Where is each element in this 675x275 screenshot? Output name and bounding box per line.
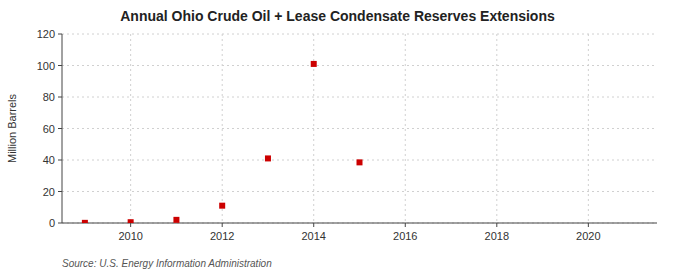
point <box>265 155 271 161</box>
point <box>128 219 134 223</box>
x-tick <box>313 223 314 227</box>
y-tick-label: 80 <box>43 91 55 103</box>
x-tick <box>222 223 223 227</box>
point <box>173 217 179 223</box>
x-tick-label: 2016 <box>393 230 417 242</box>
source-note: Source: U.S. Energy Information Administ… <box>62 258 272 269</box>
grid <box>62 34 657 223</box>
x-tick-label: 2014 <box>301 230 325 242</box>
title: Annual Ohio Crude Oil + Lease Condensate… <box>120 8 555 24</box>
y-tick-label: 60 <box>43 123 55 135</box>
y-tick <box>58 34 62 35</box>
y-tick <box>58 223 62 224</box>
grid-line-y <box>62 191 657 192</box>
x-tick <box>130 223 131 227</box>
y-tick <box>58 97 62 98</box>
grid-line-x <box>588 34 589 223</box>
axes: 2010 2012 2014 2016 2018 2020 0 20 40 60 80 100 120 <box>37 28 601 242</box>
x-tick-label: 2018 <box>485 230 509 242</box>
grid-line-y <box>62 34 657 35</box>
point <box>311 61 317 67</box>
x-tick-label: 2010 <box>118 230 142 242</box>
y-axis-label: Million Barrels <box>6 93 18 163</box>
chart: 2010 2012 2014 2016 2018 2020 0 20 40 60 80 100 120 M… <box>0 0 675 275</box>
y-tick-label: 100 <box>37 60 55 72</box>
y-tick <box>58 128 62 129</box>
point <box>82 220 88 223</box>
x-tick <box>405 223 406 227</box>
y-tick <box>58 160 62 161</box>
x-tick-label: 2020 <box>576 230 600 242</box>
points <box>82 61 363 223</box>
grid-line-x <box>405 34 406 223</box>
grid-line-y <box>62 128 657 129</box>
point <box>219 203 225 209</box>
x-axis-line <box>62 223 657 224</box>
y-tick <box>58 65 62 66</box>
y-tick-label: 40 <box>43 154 55 166</box>
grid-line-y <box>62 223 657 224</box>
grid-line-x <box>496 34 497 223</box>
grid-line-y <box>62 65 657 66</box>
point <box>357 159 363 165</box>
x-tick-label: 2012 <box>210 230 234 242</box>
grid-line-y <box>62 97 657 98</box>
y-tick-label: 20 <box>43 186 55 198</box>
x-tick <box>588 223 589 227</box>
grid-line-x <box>130 34 131 223</box>
y-tick <box>58 191 62 192</box>
y-tick-label: 120 <box>37 28 55 40</box>
background <box>0 0 675 275</box>
x-tick <box>496 223 497 227</box>
y-tick-label: 0 <box>49 217 55 229</box>
grid-line-x <box>222 34 223 223</box>
